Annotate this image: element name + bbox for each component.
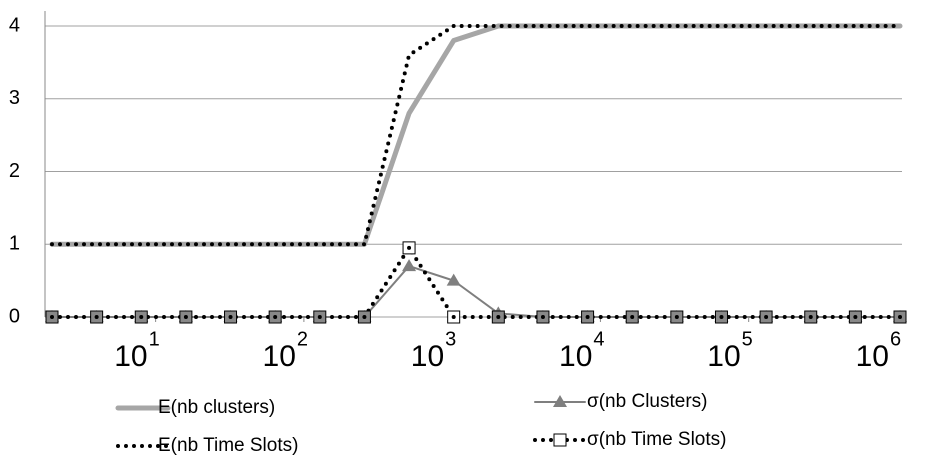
marker-dot	[451, 315, 456, 319]
x-tick-exponent: 2	[297, 328, 308, 350]
y-tick-label: 1	[9, 233, 20, 255]
x-tick-label: 10	[114, 340, 147, 373]
marker-dot	[719, 315, 724, 319]
marker-dot	[317, 315, 322, 319]
legend-label: σ(nb Clusters)	[587, 391, 707, 412]
x-tick-exponent: 4	[593, 328, 604, 350]
legend-marker	[553, 433, 567, 447]
x-tick-base: 10	[411, 340, 444, 373]
y-tick-label: 3	[9, 87, 20, 109]
x-tick-label: 10	[411, 340, 444, 373]
marker-triangle	[402, 259, 417, 272]
marker-dot	[362, 315, 367, 319]
marker-triangle	[446, 273, 461, 286]
series-line	[49, 23, 903, 247]
marker-dot	[585, 315, 590, 319]
x-tick-base: 10	[114, 340, 147, 373]
series-line	[50, 24, 902, 247]
series-line	[51, 265, 901, 318]
x-tick-label: 10	[707, 340, 740, 373]
x-tick-base: 10	[707, 340, 740, 373]
x-tick-base: 10	[856, 340, 889, 373]
marker-dot	[853, 315, 858, 319]
x-tick-label: 10	[559, 340, 592, 373]
x-tick-exponent: 1	[149, 328, 160, 350]
x-tick-label: 10	[856, 340, 889, 373]
x-tick-exponent: 5	[742, 328, 753, 350]
marker-dot	[674, 315, 679, 319]
legend-label: E(nb Time Slots)	[158, 435, 298, 456]
series-line	[50, 245, 902, 319]
marker-dot	[540, 315, 545, 319]
legend-label: E(nb clusters)	[158, 397, 275, 418]
marker-dot	[407, 245, 412, 250]
marker-dot	[898, 315, 902, 319]
marker-dot	[630, 315, 635, 319]
x-tick-label: 10	[263, 340, 296, 373]
marker-dot	[496, 315, 501, 319]
y-tick-label: 4	[9, 14, 20, 36]
marker-dot	[764, 315, 769, 319]
marker-dot	[50, 315, 54, 319]
marker-dot	[273, 315, 278, 319]
marker-dot	[183, 315, 188, 319]
x-tick-base: 10	[263, 340, 296, 373]
marker-dot	[808, 315, 813, 319]
marker-dot	[139, 315, 144, 319]
marker-dot	[228, 315, 233, 319]
marker-dot	[94, 315, 99, 319]
x-tick-exponent: 6	[890, 328, 901, 350]
x-tick-exponent: 3	[445, 328, 456, 350]
legend-marker	[553, 395, 567, 407]
y-tick-label: 0	[9, 305, 20, 327]
y-tick-label: 2	[9, 160, 20, 182]
x-tick-base: 10	[559, 340, 592, 373]
legend-label: σ(nb Time Slots)	[587, 429, 727, 450]
